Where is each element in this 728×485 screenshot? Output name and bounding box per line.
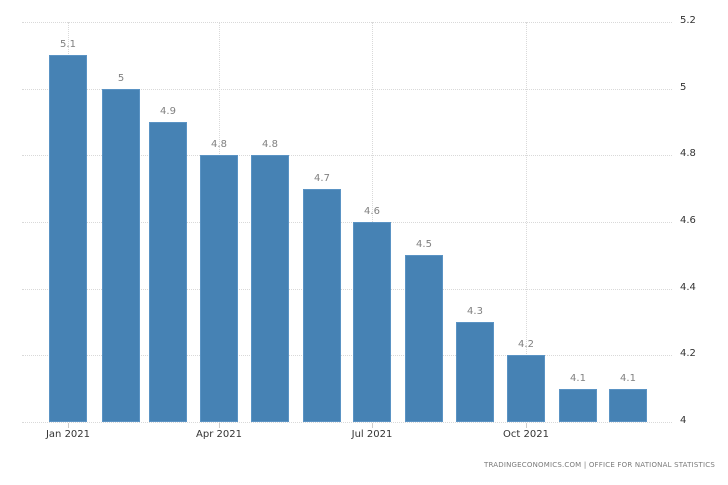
x-axis-tick-label: Jan 2021 bbox=[45, 429, 91, 440]
y-axis-tick-label: 4.8 bbox=[680, 148, 696, 159]
bar-feb-2021 bbox=[102, 89, 140, 422]
horizontal-gridline bbox=[22, 22, 672, 23]
x-axis-tick-label: Oct 2021 bbox=[503, 429, 549, 440]
bar-value-label: 4.5 bbox=[416, 239, 432, 250]
x-axis-tick-label: Jul 2021 bbox=[351, 429, 393, 440]
y-axis-tick-label: 4.2 bbox=[680, 348, 696, 359]
bar-jun-2021 bbox=[303, 189, 341, 422]
horizontal-gridline bbox=[22, 89, 672, 90]
x-axis-tick-mark bbox=[526, 423, 527, 428]
bar-value-label: 4.3 bbox=[467, 306, 483, 317]
x-axis-tick-mark bbox=[68, 423, 69, 428]
bar-value-label: 4.1 bbox=[570, 373, 586, 384]
bar-jul-2021 bbox=[353, 222, 391, 422]
x-axis-tick-mark bbox=[219, 423, 220, 428]
bar-value-label: 4.8 bbox=[262, 139, 278, 150]
y-axis-tick-label: 4.4 bbox=[680, 282, 696, 293]
bar-sep-2021 bbox=[456, 322, 494, 422]
bar-mar-2021 bbox=[149, 122, 187, 422]
bar-may-2021 bbox=[251, 155, 289, 422]
bar-aug-2021 bbox=[405, 255, 443, 422]
bar-apr-2021 bbox=[200, 155, 238, 422]
bar-value-label: 4.7 bbox=[314, 173, 330, 184]
y-axis-tick-label: 5.2 bbox=[680, 15, 696, 26]
bar-value-label: 4.2 bbox=[518, 339, 534, 350]
source-attribution: TRADINGECONOMICS.COM | OFFICE FOR NATION… bbox=[484, 461, 715, 469]
y-axis-tick-label: 4.6 bbox=[680, 215, 696, 226]
bar-value-label: 4.9 bbox=[160, 106, 176, 117]
bar-value-label: 5.1 bbox=[60, 39, 76, 50]
horizontal-gridline bbox=[22, 422, 672, 423]
bar-value-label: 4.8 bbox=[211, 139, 227, 150]
horizontal-gridline bbox=[22, 355, 672, 356]
vertical-gridline bbox=[526, 22, 527, 422]
bar-oct-2021 bbox=[507, 355, 545, 422]
bar-value-label: 4.1 bbox=[620, 373, 636, 384]
bar-dec-2021 bbox=[609, 389, 647, 422]
bar-nov-2021 bbox=[559, 389, 597, 422]
bar-value-label: 4.6 bbox=[364, 206, 380, 217]
bar-value-label: 5 bbox=[117, 73, 125, 84]
x-axis-tick-label: Apr 2021 bbox=[196, 429, 242, 440]
horizontal-gridline bbox=[22, 289, 672, 290]
y-axis-tick-label: 5 bbox=[680, 82, 687, 93]
y-axis-tick-label: 4 bbox=[680, 415, 687, 426]
x-axis-tick-mark bbox=[372, 423, 373, 428]
horizontal-gridline bbox=[22, 222, 672, 223]
horizontal-gridline bbox=[22, 155, 672, 156]
bar-jan-2021 bbox=[49, 55, 87, 422]
